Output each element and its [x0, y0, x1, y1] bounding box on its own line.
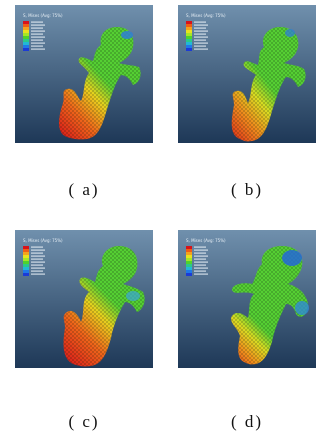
caption-b: ( b) — [230, 180, 264, 199]
fem-stress-plot-a: S, Mises (Avg: 75%) — [15, 5, 153, 143]
mesh-model — [231, 246, 309, 365]
mesh-model — [231, 27, 306, 142]
caption-c: ( c) — [68, 412, 100, 431]
panel-d: S, Mises (Avg: 75%) — [178, 230, 316, 368]
legend-header: S, Mises (Avg: 75%) — [23, 238, 63, 243]
color-legend: S, Mises (Avg: 75%) — [23, 238, 63, 276]
legend-header: S, Mises (Avg: 75%) — [186, 238, 226, 243]
fem-stress-plot-b: S, Mises (Avg: 75%) — [178, 5, 316, 143]
fem-stress-plot-c: S, Mises (Avg: 75%) — [15, 230, 153, 368]
mesh-model — [59, 27, 141, 140]
legend-header: S, Mises (Avg: 75%) — [23, 13, 63, 18]
color-legend: S, Mises (Avg: 75%) — [186, 13, 226, 51]
panel-b: S, Mises (Avg: 75%) — [178, 5, 316, 143]
legend-header: S, Mises (Avg: 75%) — [186, 13, 226, 18]
mesh-model — [63, 246, 145, 367]
panel-a: S, Mises (Avg: 75%) — [15, 5, 153, 143]
color-legend: S, Mises (Avg: 75%) — [23, 13, 63, 51]
caption-d: ( d) — [230, 412, 264, 431]
panel-c: S, Mises (Avg: 75%) — [15, 230, 153, 368]
fem-stress-plot-d: S, Mises (Avg: 75%) — [178, 230, 316, 368]
caption-a: ( a) — [68, 180, 100, 199]
color-legend: S, Mises (Avg: 75%) — [186, 238, 226, 276]
